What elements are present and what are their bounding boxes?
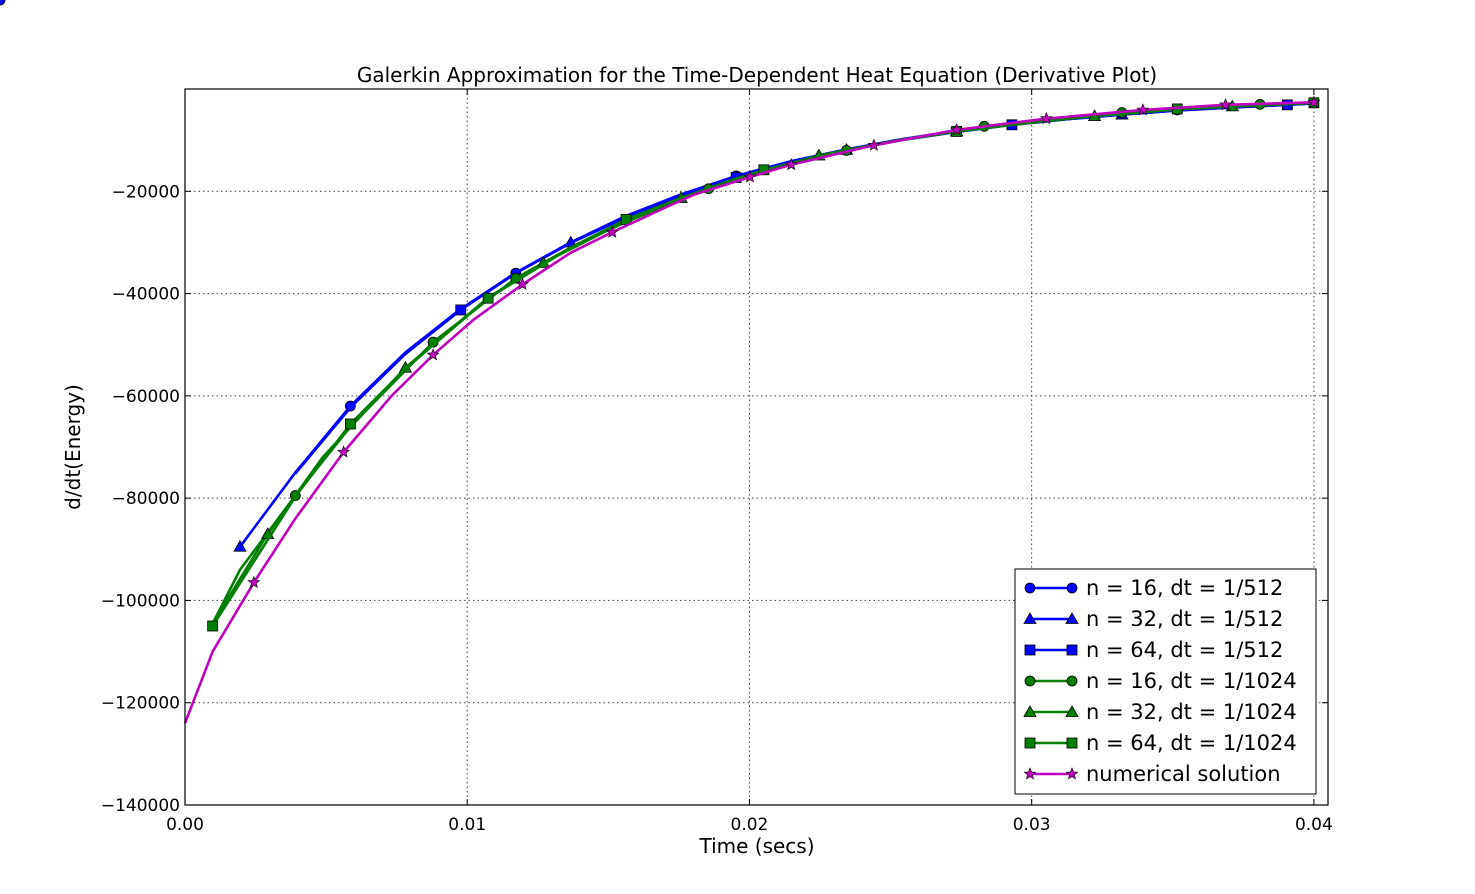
data-point	[1219, 98, 1233, 111]
y-tick-label: −40000	[112, 285, 180, 305]
y-tick-label: −140000	[101, 796, 180, 816]
legend-entry: n = 64, dt = 1/1024	[1024, 731, 1297, 755]
y-tick-label: −100000	[101, 591, 180, 611]
data-point	[1039, 111, 1053, 125]
legend-marker	[1065, 767, 1079, 780]
legend-label: n = 64, dt = 1/1024	[1086, 731, 1297, 755]
series-3	[211, 98, 1314, 625]
legend-marker	[1065, 612, 1079, 624]
data-point	[482, 292, 494, 304]
legend-marker	[1024, 582, 1036, 594]
data-point	[516, 277, 530, 290]
data-point	[743, 170, 757, 183]
legend-entry: n = 16, dt = 1/1024	[1024, 669, 1297, 693]
y-tick-label: −120000	[101, 694, 180, 714]
y-axis-label: d/dt(Energy)	[61, 384, 85, 510]
legend-label: n = 32, dt = 1/1024	[1086, 700, 1297, 724]
legend-label: n = 16, dt = 1/512	[1086, 576, 1283, 600]
data-point	[1136, 103, 1150, 116]
grid	[185, 89, 1328, 805]
legend-marker	[1023, 612, 1037, 624]
series-line	[211, 101, 1314, 625]
data-point	[233, 539, 247, 552]
series-line	[211, 101, 1314, 625]
data-point	[758, 164, 770, 176]
series-5	[207, 97, 1320, 632]
legend-label: n = 16, dt = 1/1024	[1086, 669, 1297, 693]
data-point	[455, 304, 467, 316]
data-point	[207, 620, 219, 632]
legend-marker	[1066, 644, 1078, 656]
legend-label: numerical solution	[1086, 762, 1281, 786]
legend-marker	[1024, 675, 1036, 687]
data-point	[1307, 95, 1321, 108]
data-point	[605, 225, 619, 238]
y-tick-label: −80000	[112, 489, 180, 509]
legend-marker	[1066, 582, 1078, 594]
series-2	[294, 99, 1314, 475]
legend-entry: n = 64, dt = 1/512	[1024, 638, 1283, 662]
y-tick-label: −20000	[112, 182, 180, 202]
x-axis-label: Time (secs)	[698, 834, 814, 858]
data-point	[784, 157, 798, 171]
x-tick-label: 0.04	[1295, 815, 1333, 835]
series-line	[211, 101, 1314, 627]
legend-label: n = 32, dt = 1/512	[1086, 607, 1283, 631]
y-tick-label: −60000	[112, 387, 180, 407]
plot-series	[0, 0, 1321, 724]
legend-marker	[1024, 644, 1036, 656]
axis-ticks: 0.00 0.01 0.02 0.03 0.04 −140000 −120000 −10000…	[101, 89, 1333, 835]
legend-label: n = 64, dt = 1/512	[1086, 638, 1283, 662]
data-point	[344, 418, 356, 430]
legend-marker	[1066, 737, 1078, 749]
legend: n = 16, dt = 1/512 n = 32, dt = 1/512 n = …	[1014, 568, 1317, 795]
x-tick-label: 0.00	[166, 815, 204, 835]
legend-marker	[1023, 767, 1037, 780]
legend-marker	[1066, 675, 1078, 687]
data-point	[950, 123, 964, 136]
legend-entry: n = 32, dt = 1/512	[1023, 607, 1283, 631]
data-point	[0, 0, 6, 6]
data-point	[247, 575, 261, 589]
x-tick-label: 0.01	[448, 815, 486, 835]
data-point	[867, 138, 881, 151]
series-4	[211, 99, 1314, 625]
legend-entry: numerical solution	[1023, 762, 1281, 786]
legend-marker	[1024, 737, 1036, 749]
legend-marker	[1065, 705, 1079, 717]
legend-entry: n = 32, dt = 1/1024	[1023, 700, 1297, 724]
x-tick-label: 0.02	[731, 815, 769, 835]
legend-entry: n = 16, dt = 1/512	[1024, 576, 1283, 600]
legend-marker	[1023, 705, 1037, 717]
x-tick-label: 0.03	[1013, 815, 1051, 835]
data-point	[337, 445, 351, 458]
plot-area-frame	[184, 88, 1329, 806]
chart-title: Galerkin Approximation for the Time-Depe…	[357, 63, 1157, 87]
series-6	[183, 95, 1321, 724]
data-point	[426, 348, 440, 361]
